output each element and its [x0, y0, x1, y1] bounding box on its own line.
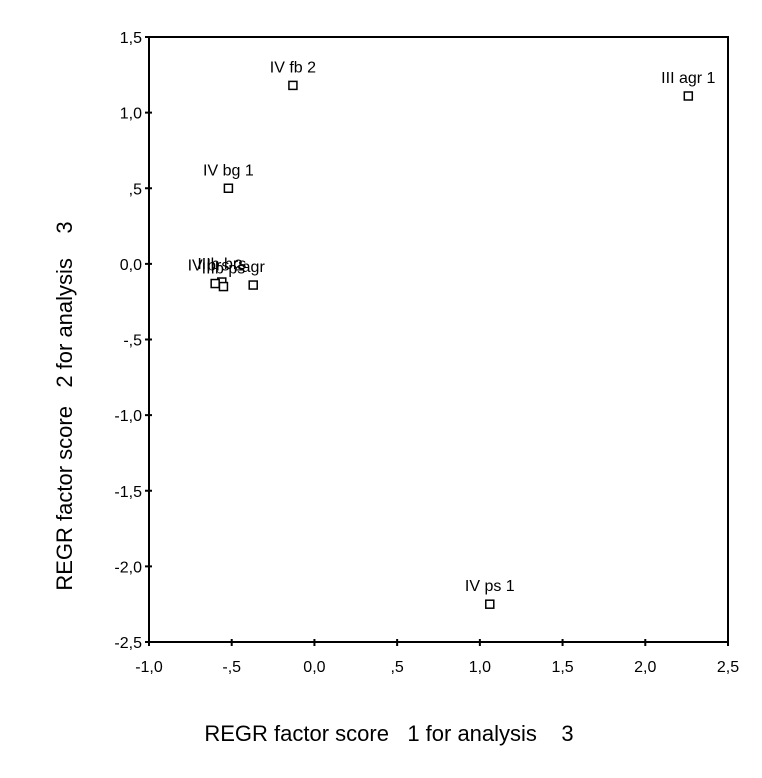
y-tick-label: 0,0 — [120, 257, 142, 274]
data-point-label: IV ps 1 — [465, 578, 515, 595]
y-tick-label: -2,0 — [114, 559, 142, 576]
data-point-marker — [485, 599, 495, 609]
data-point-marker — [210, 278, 220, 289]
x-tick-label: 0,0 — [303, 659, 325, 676]
plot-frame — [148, 36, 729, 643]
data-point-marker — [288, 80, 298, 91]
data-point-marker — [218, 281, 229, 292]
x-tick-label: 1,0 — [469, 659, 491, 676]
data-point-label: IIIb ps — [202, 261, 246, 278]
x-tick-label: 2,0 — [634, 659, 656, 676]
data-point-label: IV fb 2 — [270, 59, 316, 76]
x-tick-label: 2,5 — [717, 659, 739, 676]
x-tick-label: 1,5 — [551, 659, 573, 676]
x-tick-label: -,5 — [222, 659, 241, 676]
data-point-label: IV bg 1 — [203, 162, 254, 179]
y-tick-label: 1,0 — [120, 106, 142, 123]
y-tick-label: ,5 — [129, 181, 142, 198]
data-point-label: agr — [242, 259, 266, 276]
y-tick-label: -2,5 — [114, 635, 142, 652]
y-axis-title: REGR factor score 2 for analysis 3 — [52, 221, 77, 590]
y-tick-label: -,5 — [123, 333, 142, 350]
x-tick-label: -1,0 — [135, 659, 163, 676]
data-point-label: IIIb brs — [197, 256, 246, 273]
data-point-label: III agr 1 — [661, 70, 715, 87]
data-point-marker — [223, 183, 234, 193]
y-tick-label: 1,5 — [120, 30, 142, 47]
x-tick-label: ,5 — [390, 659, 403, 676]
y-axis-ticks: 1,5 1,0 ,5 0,0 -,5 -1,0 -1,5 -2,0 -2,5 — [114, 30, 152, 652]
x-axis-title: REGR factor score 1 for analysis 3 — [204, 721, 573, 746]
data-point-marker — [683, 91, 694, 101]
data-point-marker — [248, 280, 258, 290]
y-tick-label: -1,5 — [114, 484, 142, 501]
x-axis-ticks: -1,0 -,5 0,0 ,5 1,0 1,5 2,0 2,5 — [135, 639, 739, 676]
plot-area-border — [148, 36, 729, 643]
y-tick-label: -1,0 — [114, 408, 142, 425]
data-point-label: IV brs 2 — [188, 258, 243, 275]
